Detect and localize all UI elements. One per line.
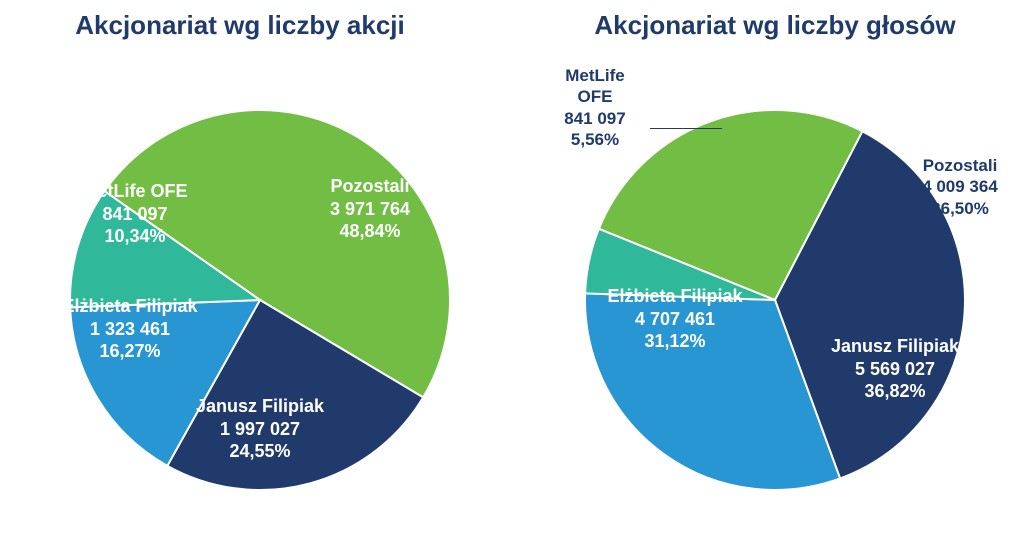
label-line: 1 323 461: [90, 319, 170, 339]
label-line: Janusz Filipiak: [831, 336, 959, 356]
label-line: 16,27%: [99, 341, 160, 361]
label-line: 26,50%: [931, 199, 989, 218]
label-line: 841 097: [102, 204, 167, 224]
pie-label: Janusz Filipiak 1 997 02724,55%: [160, 395, 360, 463]
label-line: OFE: [578, 87, 613, 106]
label-line: Pozostali: [330, 176, 409, 196]
chart-title-shares: Akcjonariat wg liczby akcji: [75, 10, 404, 41]
label-line: 24,55%: [229, 441, 290, 461]
pie-label: MetLife OFE 841 09710,34%: [60, 180, 210, 248]
label-line: Janusz Filipiak: [196, 396, 324, 416]
pie-label: Pozostali 3 971 76448,84%: [280, 175, 460, 243]
pie-label: Janusz Filipiak 5 569 02736,82%: [795, 335, 995, 403]
label-line: 1 997 027: [220, 419, 300, 439]
pie-svg: [0, 0, 1024, 546]
label-line: 48,84%: [339, 221, 400, 241]
pie-label: MetLife OFE 841 097 5,56%: [540, 65, 650, 150]
label-line: 10,34%: [104, 226, 165, 246]
label-line: 4 707 461: [635, 309, 715, 329]
label-line: 4 009 364: [922, 177, 998, 196]
label-line: 36,82%: [864, 381, 925, 401]
label-line: 841 097: [564, 109, 625, 128]
label-line: 5,56%: [571, 130, 619, 149]
pie-label: Elżbieta Filipiak 1 323 46116,27%: [45, 295, 215, 363]
label-line: 5 569 027: [855, 359, 935, 379]
label-line: 31,12%: [644, 331, 705, 351]
label-line: Pozostali: [923, 156, 998, 175]
label-line: Elżbieta Filipiak: [607, 286, 742, 306]
label-line: Elżbieta Filipiak: [62, 296, 197, 316]
label-line: MetLife: [565, 66, 625, 85]
pie-label: Elżbieta Filipiak 4 707 46131,12%: [580, 285, 770, 353]
label-line: MetLife OFE: [82, 181, 187, 201]
leader-line: [650, 128, 722, 129]
pie-label: Pozostali 4 009 364 26,50%: [885, 155, 1024, 219]
label-line: 3 971 764: [330, 199, 410, 219]
chart-title-votes: Akcjonariat wg liczby głosów: [594, 10, 955, 41]
